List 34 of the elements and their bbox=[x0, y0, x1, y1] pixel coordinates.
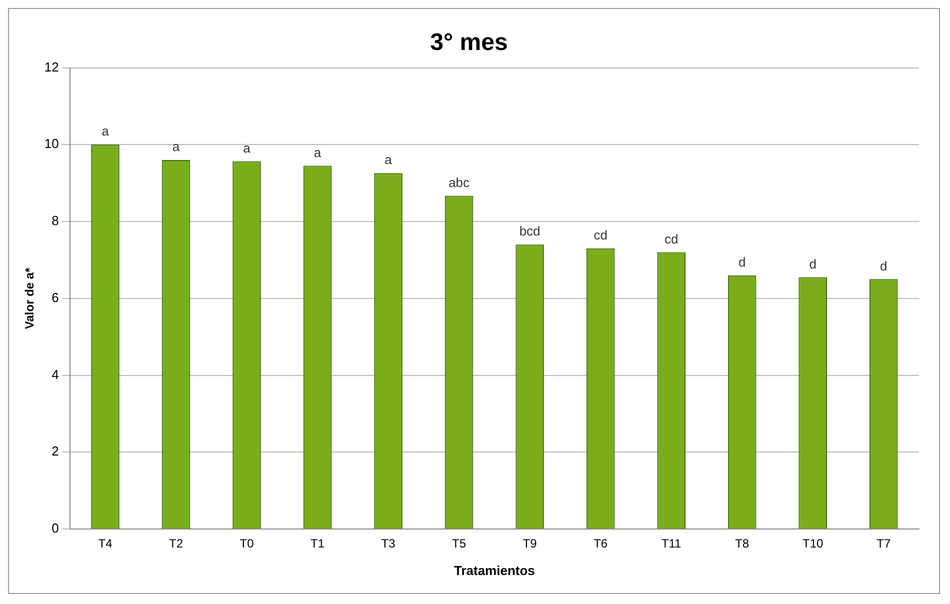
data-label: d bbox=[738, 254, 746, 270]
x-tick-label: T4 bbox=[98, 536, 113, 551]
data-label: d bbox=[880, 258, 888, 274]
y-tick-label: 2 bbox=[52, 444, 59, 459]
data-label: a bbox=[314, 144, 322, 160]
y-tick-label: 8 bbox=[52, 213, 59, 228]
x-tick-label: T11 bbox=[661, 536, 682, 551]
chart-title: 3° mes bbox=[430, 29, 508, 56]
y-tick-label: 10 bbox=[44, 136, 59, 152]
x-tick-label: T9 bbox=[522, 536, 538, 551]
x-tick-label: T2 bbox=[168, 536, 184, 551]
x-tick-label: T1 bbox=[310, 536, 325, 551]
x-tick-label: T6 bbox=[594, 536, 608, 551]
data-label: a bbox=[243, 140, 252, 156]
x-tick-label: T8 bbox=[735, 536, 750, 551]
y-axis-title: Valor de a* bbox=[22, 267, 37, 330]
data-label: d bbox=[809, 256, 816, 272]
data-label: bcd bbox=[519, 224, 540, 239]
data-label: cd bbox=[664, 231, 678, 246]
data-label: cd bbox=[594, 228, 608, 243]
x-tick-label: T7 bbox=[876, 536, 891, 551]
data-label: a bbox=[384, 152, 393, 168]
x-tick-label: T0 bbox=[240, 536, 254, 551]
y-tick-label: 4 bbox=[52, 366, 59, 382]
x-tick-label: T5 bbox=[452, 536, 466, 551]
x-tick-label: T10 bbox=[802, 536, 824, 551]
y-tick-label: 12 bbox=[44, 59, 59, 74]
y-tick-label: 6 bbox=[52, 290, 59, 305]
x-axis-title: Tratamientos bbox=[454, 562, 535, 578]
data-label: a bbox=[172, 139, 180, 154]
x-tick-label: T3 bbox=[381, 536, 396, 551]
y-tick-label: 0 bbox=[52, 520, 59, 536]
data-label: a bbox=[102, 124, 110, 139]
data-label: abc bbox=[448, 174, 470, 190]
